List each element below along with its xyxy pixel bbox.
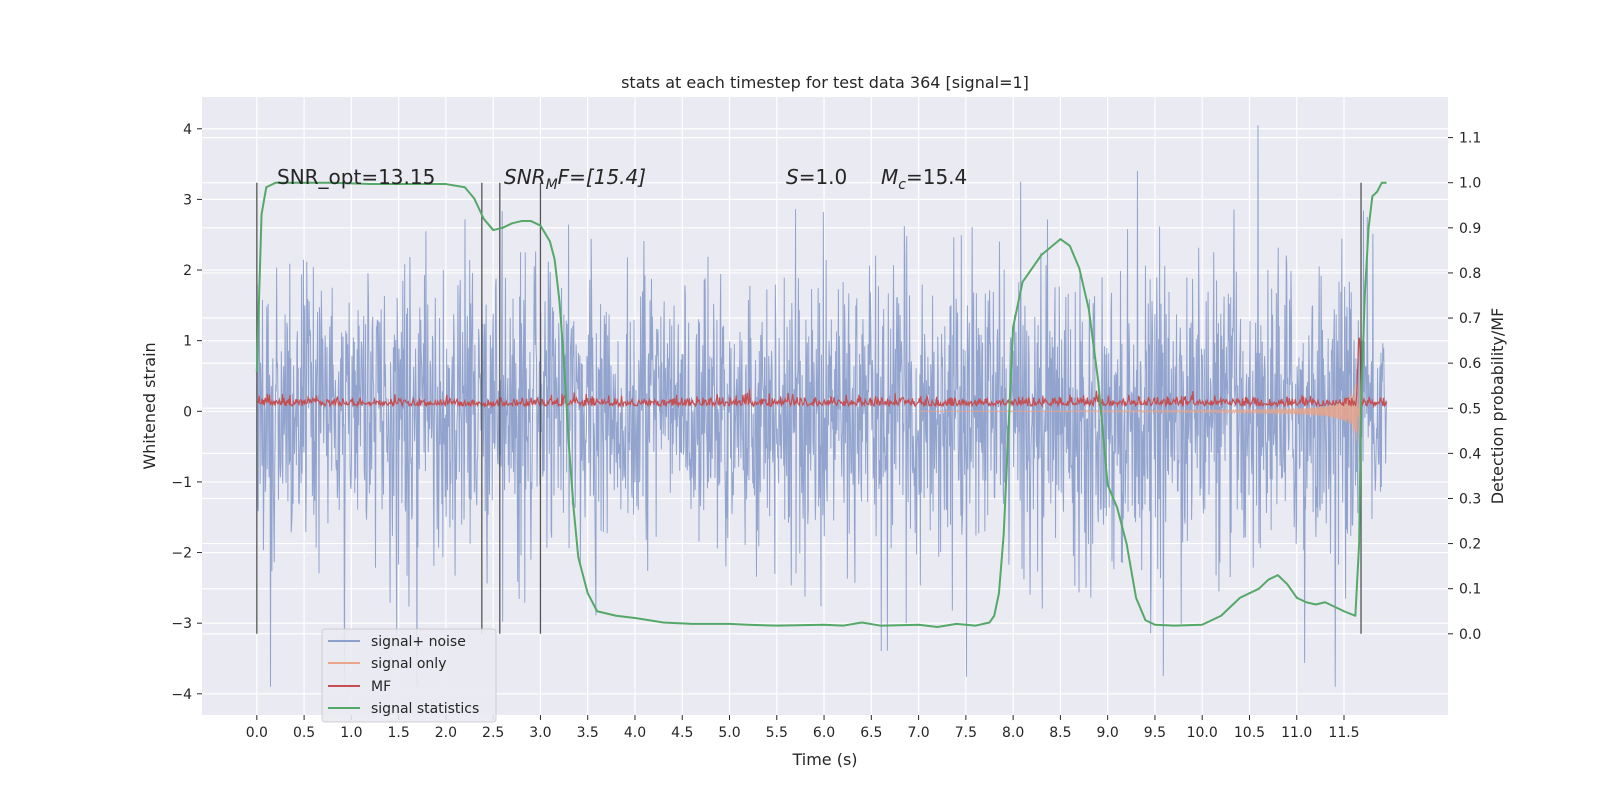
legend-box xyxy=(321,628,497,723)
legend-label-stat: signal statistics xyxy=(371,701,479,717)
y-tick-label: 0 xyxy=(183,404,192,420)
x-tick-label: 5.5 xyxy=(766,725,788,741)
legend-label-signal: signal only xyxy=(371,656,446,672)
y-tick-label: −3 xyxy=(171,616,192,632)
right-y-tick-label: 0.0 xyxy=(1459,627,1481,643)
x-tick-label: 1.5 xyxy=(388,725,410,741)
right-y-axis-ticks: 1.1 1.0 0.9 0.8 0.7 0.6 0.5 0.4 0.3 0.2 0.1 0.0 xyxy=(1448,131,1481,643)
annotation-mc: Mc=15.4 xyxy=(881,165,967,193)
x-axis-ticks: 0.0 0.5 1.0 1.5 2.0 2.5 3.0 3.5 4.0 4.5 5.0 5.5 6.0 6… xyxy=(246,715,1360,741)
annotation-mc-sub: c xyxy=(898,177,906,193)
x-tick-label: 6.5 xyxy=(860,725,882,741)
x-tick-label: 1.0 xyxy=(340,725,362,741)
x-tick-label: 8.5 xyxy=(1049,725,1071,741)
x-tick-label: 7.5 xyxy=(955,725,977,741)
right-y-tick-label: 0.5 xyxy=(1459,401,1481,417)
right-y-axis-label: Detection probability/MF xyxy=(1488,308,1507,505)
y-axis-label: Whitened strain xyxy=(140,342,159,469)
y-tick-label: −1 xyxy=(171,475,192,491)
x-tick-label: 10.5 xyxy=(1234,725,1265,741)
annotation-snr-opt: SNR_opt=13.15 xyxy=(277,165,435,189)
right-y-tick-label: 0.7 xyxy=(1459,311,1481,327)
annotation-snr-mf-value: F=[15.4] xyxy=(558,165,646,189)
x-tick-label: 5.0 xyxy=(718,725,740,741)
right-y-tick-label: 0.6 xyxy=(1459,356,1481,372)
annotation-mc-symbol: M xyxy=(881,165,898,189)
legend: signal+ noise signal only MF signal stat… xyxy=(321,628,497,723)
x-axis-label: Time (s) xyxy=(791,750,857,769)
signal-statistics-line xyxy=(255,181,1387,629)
x-tick-label: 0.0 xyxy=(246,725,268,741)
annotation-snr-mf-sub: M xyxy=(546,177,558,193)
mf-line xyxy=(256,337,1388,409)
x-tick-label: 10.0 xyxy=(1187,725,1218,741)
y-tick-label: 3 xyxy=(183,192,192,208)
x-tick-label: 9.5 xyxy=(1144,725,1166,741)
right-y-tick-label: 1.1 xyxy=(1459,131,1481,147)
signal-statistics-series xyxy=(255,181,1387,629)
x-tick-label: 2.5 xyxy=(482,725,504,741)
x-tick-label: 4.0 xyxy=(624,725,646,741)
right-y-tick-label: 0.1 xyxy=(1459,582,1481,598)
y-tick-label: 1 xyxy=(183,334,192,350)
annotation-mc-value: =15.4 xyxy=(906,165,967,189)
x-tick-label: 3.0 xyxy=(529,725,551,741)
right-y-tick-label: 0.9 xyxy=(1459,221,1481,237)
legend-label-noise: signal+ noise xyxy=(371,634,466,650)
signal-only-series xyxy=(918,339,1362,486)
x-tick-label: 2.0 xyxy=(435,725,457,741)
right-y-tick-label: 0.8 xyxy=(1459,266,1481,282)
right-y-tick-label: 0.2 xyxy=(1459,537,1481,553)
x-tick-label: 6.0 xyxy=(813,725,835,741)
chart-title: stats at each timestep for test data 364… xyxy=(621,73,1029,92)
legend-label-mf: MF xyxy=(371,679,391,695)
right-y-tick-label: 0.3 xyxy=(1459,491,1481,507)
y-tick-label: −2 xyxy=(171,546,192,562)
annotation-s: S=1.0 xyxy=(786,165,847,189)
right-y-tick-label: 1.0 xyxy=(1459,176,1481,192)
signal-only-line xyxy=(918,339,1362,486)
x-tick-label: 3.5 xyxy=(577,725,599,741)
annotation-snr-mf: SNRMF=[15.4] xyxy=(504,165,646,193)
x-tick-label: 11.5 xyxy=(1328,725,1359,741)
y-tick-label: 2 xyxy=(183,263,192,279)
x-tick-label: 8.0 xyxy=(1002,725,1024,741)
x-tick-label: 11.0 xyxy=(1281,725,1312,741)
right-y-tick-label: 0.4 xyxy=(1459,446,1481,462)
x-tick-label: 7.0 xyxy=(907,725,929,741)
annotation-s-symbol: S xyxy=(786,165,799,189)
y-tick-label: 4 xyxy=(183,122,192,138)
y-axis-ticks: 4 3 2 1 0 −1 −2 −3 −4 xyxy=(171,122,202,703)
x-tick-label: 4.5 xyxy=(671,725,693,741)
annotation-s-value: =1.0 xyxy=(799,165,848,189)
mf-series xyxy=(256,337,1388,409)
annotation-snr-mf-symbol: SNR xyxy=(504,165,546,189)
x-tick-label: 9.0 xyxy=(1097,725,1119,741)
y-tick-label: −4 xyxy=(171,687,192,703)
x-tick-label: 0.5 xyxy=(293,725,315,741)
